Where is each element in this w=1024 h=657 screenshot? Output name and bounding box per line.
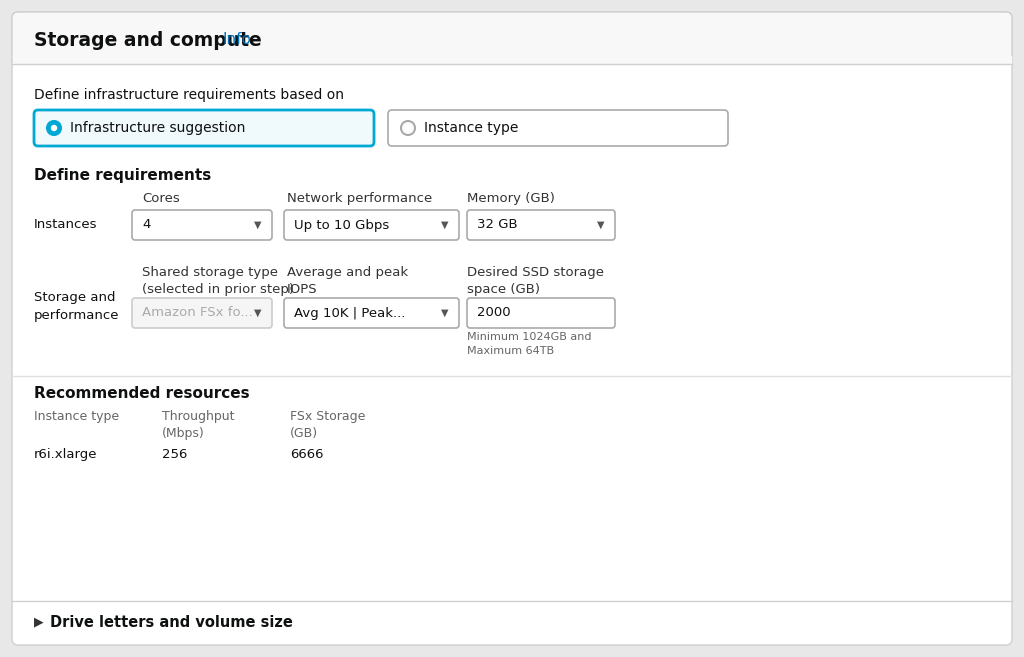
Text: Define requirements: Define requirements <box>34 168 211 183</box>
Circle shape <box>51 125 57 131</box>
Text: Define infrastructure requirements based on: Define infrastructure requirements based… <box>34 88 344 102</box>
Bar <box>13 56 1011 64</box>
Text: Instance type: Instance type <box>424 121 518 135</box>
Text: Shared storage type
(selected in prior step): Shared storage type (selected in prior s… <box>142 266 294 296</box>
Circle shape <box>401 121 415 135</box>
FancyBboxPatch shape <box>467 210 615 240</box>
Text: Storage and
performance: Storage and performance <box>34 292 120 323</box>
Text: Throughput
(Mbps): Throughput (Mbps) <box>162 410 234 440</box>
FancyBboxPatch shape <box>388 110 728 146</box>
FancyBboxPatch shape <box>284 298 459 328</box>
Text: ▶: ▶ <box>34 615 44 628</box>
Text: ▼: ▼ <box>441 308 449 318</box>
Text: Desired SSD storage
space (GB): Desired SSD storage space (GB) <box>467 266 604 296</box>
Text: Instance type: Instance type <box>34 410 119 423</box>
Text: Up to 10 Gbps: Up to 10 Gbps <box>294 219 389 231</box>
Text: Memory (GB): Memory (GB) <box>467 192 555 205</box>
Circle shape <box>47 121 61 135</box>
Text: 4: 4 <box>142 219 151 231</box>
Text: ▼: ▼ <box>597 220 605 230</box>
Text: ▼: ▼ <box>254 220 262 230</box>
FancyBboxPatch shape <box>12 12 1012 645</box>
Text: FSx Storage
(GB): FSx Storage (GB) <box>290 410 366 440</box>
Text: Minimum 1024GB and
Maximum 64TB: Minimum 1024GB and Maximum 64TB <box>467 332 592 356</box>
Text: 32 GB: 32 GB <box>477 219 517 231</box>
Text: Recommended resources: Recommended resources <box>34 386 250 401</box>
Text: Cores: Cores <box>142 192 180 205</box>
Text: Amazon FSx fo...: Amazon FSx fo... <box>142 307 253 319</box>
Text: Average and peak
IOPS: Average and peak IOPS <box>287 266 409 296</box>
FancyBboxPatch shape <box>467 298 615 328</box>
Text: Info: Info <box>222 32 251 47</box>
FancyBboxPatch shape <box>34 110 374 146</box>
Text: 256: 256 <box>162 448 187 461</box>
FancyBboxPatch shape <box>12 12 1012 64</box>
FancyBboxPatch shape <box>284 210 459 240</box>
Text: 2000: 2000 <box>477 307 511 319</box>
Text: ▼: ▼ <box>254 308 262 318</box>
Text: 6666: 6666 <box>290 448 324 461</box>
Text: ▼: ▼ <box>441 220 449 230</box>
Text: Infrastructure suggestion: Infrastructure suggestion <box>70 121 246 135</box>
FancyBboxPatch shape <box>132 210 272 240</box>
Text: Storage and compute: Storage and compute <box>34 30 262 49</box>
Text: Instances: Instances <box>34 219 97 231</box>
Text: r6i.xlarge: r6i.xlarge <box>34 448 97 461</box>
FancyBboxPatch shape <box>132 298 272 328</box>
Text: Avg 10K | Peak...: Avg 10K | Peak... <box>294 307 406 319</box>
Text: Drive letters and volume size: Drive letters and volume size <box>50 615 293 630</box>
Text: Network performance: Network performance <box>287 192 432 205</box>
